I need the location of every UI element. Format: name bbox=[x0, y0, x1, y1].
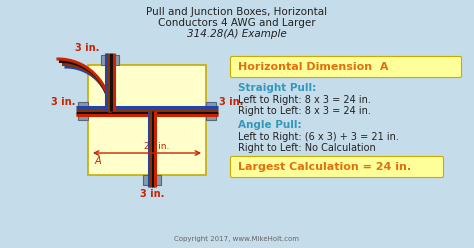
Text: Right to Left: No Calculation: Right to Left: No Calculation bbox=[238, 143, 376, 153]
Text: Pull and Junction Boxes, Horizontal: Pull and Junction Boxes, Horizontal bbox=[146, 7, 328, 17]
Text: 3 in.: 3 in. bbox=[140, 189, 164, 199]
Text: Angle Pull:: Angle Pull: bbox=[238, 120, 301, 130]
Bar bbox=[206, 102, 216, 120]
Bar bbox=[101, 55, 119, 65]
Bar bbox=[143, 175, 161, 185]
Text: Copyright 2017, www.MikeHolt.com: Copyright 2017, www.MikeHolt.com bbox=[174, 236, 300, 242]
FancyBboxPatch shape bbox=[230, 156, 444, 178]
Text: 24 in.: 24 in. bbox=[144, 142, 170, 151]
Text: 3 in.: 3 in. bbox=[51, 97, 75, 107]
Text: 3 in.: 3 in. bbox=[74, 43, 99, 53]
Bar bbox=[88, 65, 206, 175]
Text: Left to Right: 8 x 3 = 24 in.: Left to Right: 8 x 3 = 24 in. bbox=[238, 95, 371, 105]
Text: A: A bbox=[95, 156, 101, 166]
Text: 314.28(A) Example: 314.28(A) Example bbox=[187, 29, 287, 39]
Text: 3 in.: 3 in. bbox=[219, 97, 243, 107]
Text: Straight Pull:: Straight Pull: bbox=[238, 83, 316, 93]
FancyBboxPatch shape bbox=[230, 57, 462, 77]
Bar bbox=[78, 102, 88, 120]
Text: Horizontal Dimension  A: Horizontal Dimension A bbox=[238, 62, 389, 72]
Text: Largest Calculation = 24 in.: Largest Calculation = 24 in. bbox=[238, 162, 411, 172]
Text: Right to Left: 8 x 3 = 24 in.: Right to Left: 8 x 3 = 24 in. bbox=[238, 106, 371, 116]
Text: Conductors 4 AWG and Larger: Conductors 4 AWG and Larger bbox=[158, 18, 316, 28]
Text: Left to Right: (6 x 3) + 3 = 21 in.: Left to Right: (6 x 3) + 3 = 21 in. bbox=[238, 132, 399, 142]
